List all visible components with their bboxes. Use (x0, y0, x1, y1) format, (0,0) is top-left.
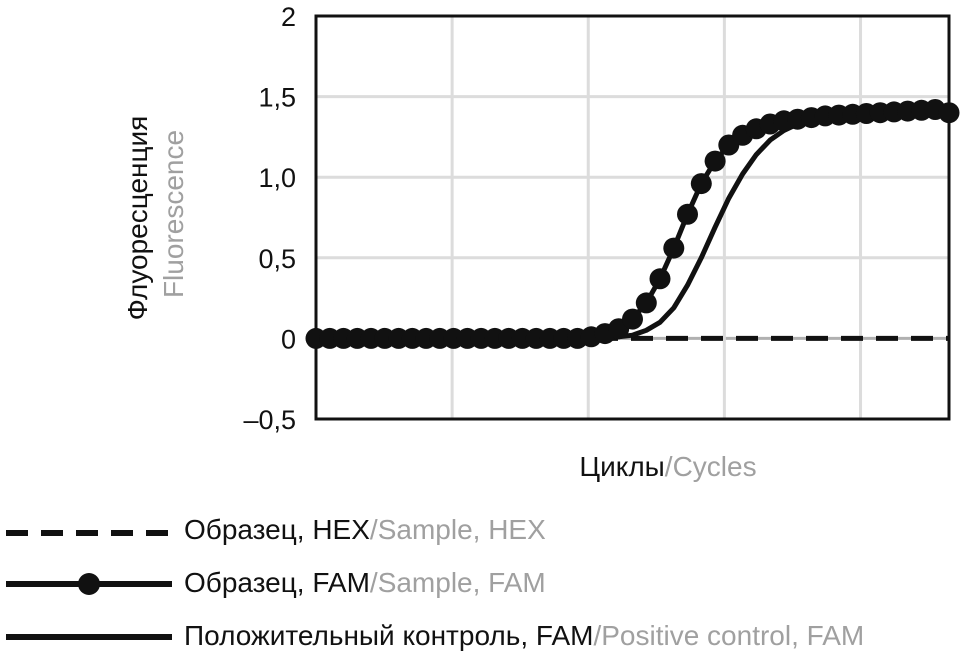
legend-item-hex: Образец, HEX/Sample, HEX (0, 508, 961, 554)
y-tick-label: 0,5 (258, 244, 296, 274)
legend-label-fam-sample-en: Sample, FAM (377, 567, 546, 598)
legend-label-positive-control-en: Positive control, FAM (601, 620, 865, 651)
x-axis-label-en: Cycles (673, 451, 757, 482)
chart-series (305, 99, 960, 349)
series-point-sample-fam (690, 173, 712, 195)
y-tick-label: 1,0 (258, 163, 296, 193)
x-axis-label: Циклы/Cycles (579, 451, 756, 482)
y-axis-label-en-line: Fluorescence (158, 130, 189, 298)
legend-item-positive-control: Положительный контроль, FAM/Positive con… (0, 614, 961, 660)
series-line-sample-fam (316, 107, 950, 341)
legend-label-hex-en: Sample, HEX (377, 514, 546, 545)
series-point-sample-fam (677, 203, 698, 225)
legend-swatch-solid (6, 634, 172, 640)
plot-frame (314, 14, 951, 421)
series-point-sample-fam (635, 292, 657, 314)
series-point-sample-fam (622, 308, 643, 330)
series-point-sample-fam (938, 102, 960, 124)
legend-label-fam-sample: Образец, FAM/Sample, FAM (184, 567, 546, 598)
y-tick-label: 1,5 (258, 83, 296, 113)
legend-swatch-dashed (6, 530, 172, 536)
y-axis-label-ru: Флуоресценция (122, 116, 153, 321)
y-axis-label-en: Fluorescence (158, 130, 189, 298)
legend-item-fam-sample: Образец, FAM/Sample, FAM (0, 561, 961, 607)
legend-swatch-markers (6, 573, 172, 595)
legend-label-hex: Образец, HEX/Sample, HEX (184, 514, 546, 545)
series-line-positive-control-fam (316, 103, 950, 341)
y-axis-label: Флуоресценция (122, 116, 153, 321)
legend-label-positive-control-ru: Положительный контроль, FAM (184, 620, 594, 651)
y-axis-ticks: 2 1,5 1,0 0,5 0 –0,5 (243, 2, 296, 435)
series-point-sample-fam (649, 268, 671, 290)
legend-label-positive-control: Положительный контроль, FAM/Positive con… (184, 620, 865, 651)
series-point-sample-fam (663, 237, 685, 259)
legend-label-hex-ru: Образец, HEX (184, 514, 370, 545)
pcr-amplification-chart: 2 1,5 1,0 0,5 0 –0,5 Флуоресценция Fluorescen… (122, 2, 960, 482)
y-tick-label: –0,5 (243, 405, 296, 435)
y-tick-label: 0 (281, 324, 296, 354)
x-axis-label-ru: Циклы (579, 451, 664, 482)
series-point-sample-fam (704, 150, 726, 172)
chart-grid (316, 16, 949, 419)
y-tick-label: 2 (281, 2, 296, 32)
legend-label-fam-sample-ru: Образец, FAM (184, 567, 370, 598)
